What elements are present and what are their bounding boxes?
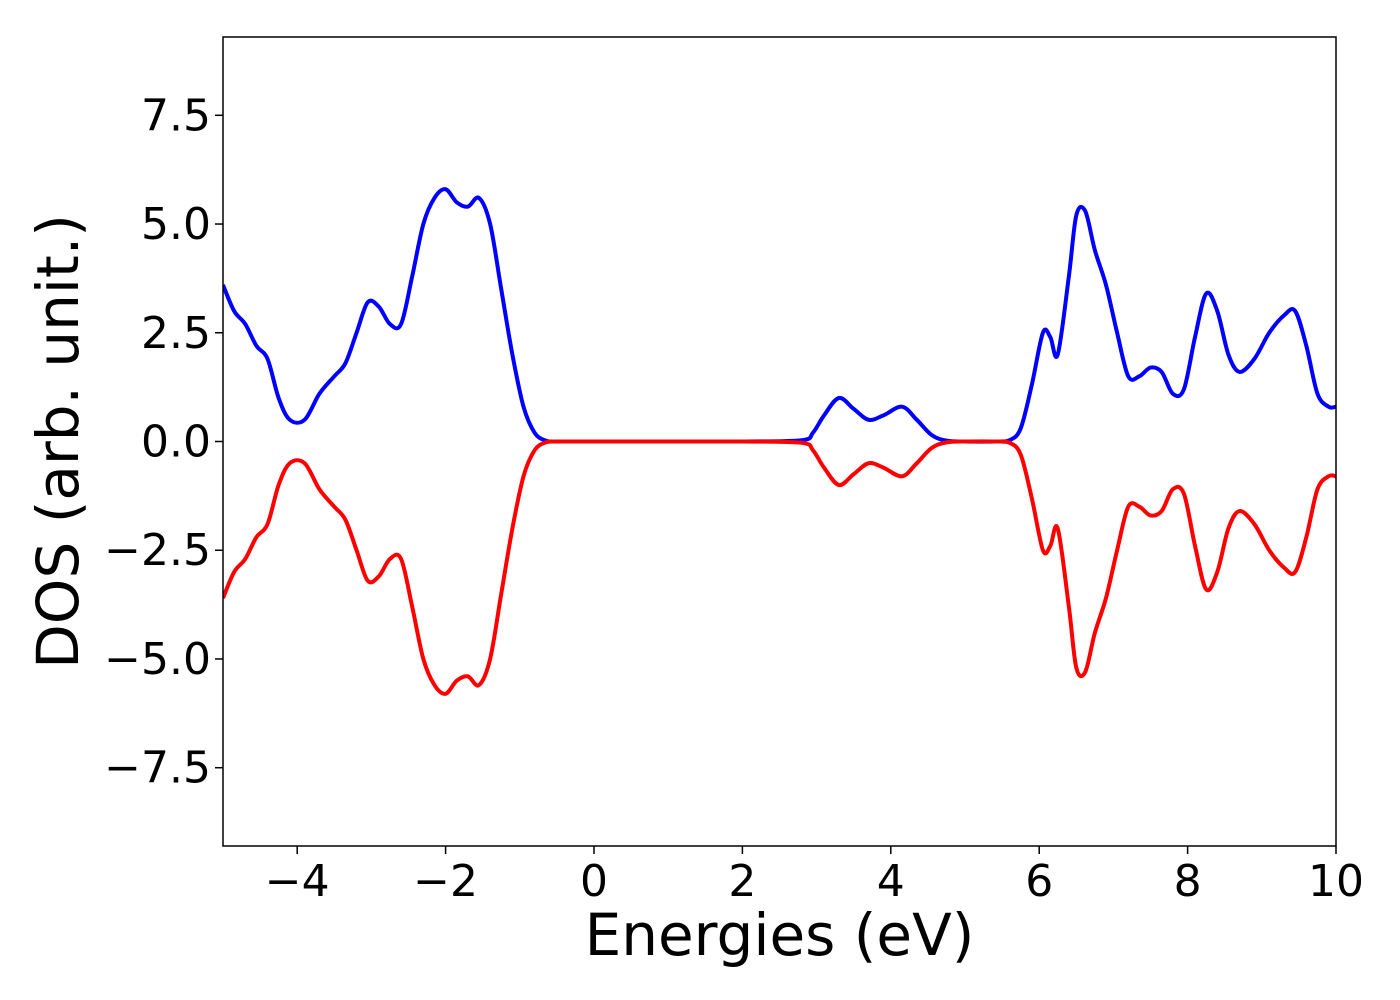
y-tick-label: 0.0 [141,417,211,468]
y-tick-label: −5.0 [104,634,211,685]
series-line-1 [223,439,1336,696]
y-tick-label: −7.5 [104,743,211,794]
x-tick-label: 6 [1025,856,1053,907]
x-tick-label: 8 [1174,856,1202,907]
series-line-0 [223,187,1336,444]
x-tick-label: −4 [265,856,330,907]
y-tick-label: 2.5 [141,308,211,359]
y-tick-label: 7.5 [141,90,211,141]
y-axis: −7.5 −5.0 −2.5 0.0 2.5 5.0 7.5 [104,90,223,794]
x-tick-label: 2 [728,856,756,907]
x-tick-label: 4 [877,856,905,907]
x-tick-label: 0 [580,856,608,907]
x-axis: −4 −2 0 2 4 6 8 10 [265,846,1364,907]
x-tick-label: −2 [413,856,478,907]
y-tick-label: −2.5 [104,525,211,576]
y-axis-label: DOS (arb. unit.) [24,214,92,669]
x-tick-label: 10 [1308,856,1364,907]
x-axis-label: Energies (eV) [585,901,975,969]
y-tick-label: 5.0 [141,199,211,250]
series-layer [223,187,1336,696]
